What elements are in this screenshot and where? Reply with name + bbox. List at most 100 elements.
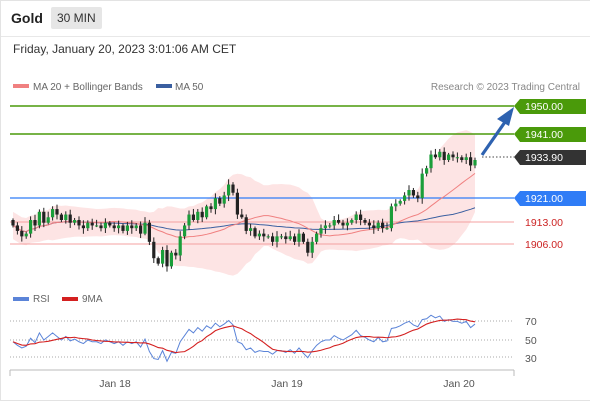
candle-body — [37, 211, 41, 226]
x-tick-jan20: Jan 20 — [443, 378, 475, 390]
candle — [51, 206, 55, 221]
ma20-line — [12, 172, 476, 238]
candle — [464, 153, 468, 165]
candle — [367, 219, 371, 230]
candle — [59, 212, 63, 223]
candle-body — [125, 225, 129, 231]
ma20-legend-swatch — [13, 84, 29, 88]
candle-body — [90, 222, 94, 226]
candle-body — [183, 225, 187, 237]
label-box-1921 — [514, 191, 586, 206]
candle-body — [222, 195, 226, 204]
candle — [460, 155, 464, 163]
candle — [178, 231, 182, 262]
candle-body — [438, 151, 442, 158]
candle-body — [323, 225, 327, 229]
candle-body — [473, 160, 477, 166]
candle — [381, 218, 385, 233]
candle — [103, 218, 107, 233]
candle-body — [301, 233, 305, 242]
candle-body — [117, 225, 121, 229]
candle — [108, 221, 112, 228]
candle-body — [297, 233, 301, 242]
timeframe-badge[interactable]: 30 MIN — [51, 7, 102, 29]
candle — [337, 214, 341, 225]
candle-body — [345, 222, 349, 226]
candle — [205, 204, 209, 220]
candle — [152, 237, 156, 263]
candle — [297, 229, 301, 247]
candle — [73, 217, 77, 226]
candle-body — [213, 198, 217, 210]
candle-body — [42, 211, 46, 223]
candle-body — [244, 217, 248, 231]
candle-body — [24, 233, 28, 237]
candle — [24, 231, 28, 239]
candle — [266, 234, 270, 239]
candle-body — [433, 154, 437, 158]
candle-body — [442, 151, 446, 160]
candle-body — [174, 252, 178, 256]
candle — [77, 216, 81, 230]
candle — [200, 207, 204, 223]
candle — [385, 222, 389, 230]
candle-body — [385, 228, 389, 230]
candle — [469, 152, 473, 172]
candle-body — [205, 206, 209, 218]
candle-body — [86, 222, 90, 229]
candle — [403, 192, 407, 205]
ma50-legend-swatch — [156, 84, 172, 88]
label-box-1933 — [514, 150, 586, 165]
candle — [68, 209, 72, 228]
candle-body — [337, 220, 341, 223]
candle — [112, 222, 116, 232]
header-divider — [0, 36, 590, 37]
candle — [169, 250, 173, 269]
candle — [147, 219, 151, 246]
candle-body — [455, 157, 459, 159]
candle-body — [416, 195, 420, 199]
candle-body — [73, 220, 77, 223]
candle-body — [11, 220, 15, 226]
candle — [11, 218, 15, 228]
candle — [411, 187, 415, 198]
candle — [455, 152, 459, 163]
candle-body — [332, 220, 336, 226]
symbol-title: Gold — [11, 10, 43, 26]
candle — [231, 182, 235, 196]
candle — [187, 210, 191, 230]
candle — [398, 199, 402, 206]
rsi-tick-30: 30 — [525, 353, 537, 365]
candle-body — [266, 236, 270, 238]
candle-body — [469, 157, 473, 166]
candle-body — [293, 236, 297, 242]
candle-body — [284, 236, 288, 240]
candle — [442, 147, 446, 165]
candle-body — [59, 214, 63, 220]
ma50-legend-label: MA 50 — [175, 82, 204, 93]
candle-body — [218, 198, 222, 204]
candle — [235, 188, 239, 219]
candle-body — [271, 236, 275, 242]
header-bar: Gold 30 MIN — [0, 0, 590, 36]
candle-body — [68, 214, 72, 223]
candle-body — [328, 225, 332, 227]
candle — [407, 185, 411, 201]
candle — [191, 208, 195, 222]
candle — [359, 209, 363, 226]
candle — [262, 228, 266, 242]
candle-body — [376, 222, 380, 229]
candle-body — [178, 236, 182, 256]
candle-body — [95, 225, 99, 227]
candle — [86, 220, 90, 232]
candle-body — [411, 190, 415, 196]
candle-body — [143, 222, 147, 234]
candle — [319, 224, 323, 238]
candle-body — [447, 154, 451, 160]
candle — [143, 217, 147, 236]
candle-body — [108, 222, 112, 226]
candle-body — [350, 220, 354, 223]
rsi-tick-70: 70 — [525, 316, 537, 328]
candle — [389, 203, 393, 232]
